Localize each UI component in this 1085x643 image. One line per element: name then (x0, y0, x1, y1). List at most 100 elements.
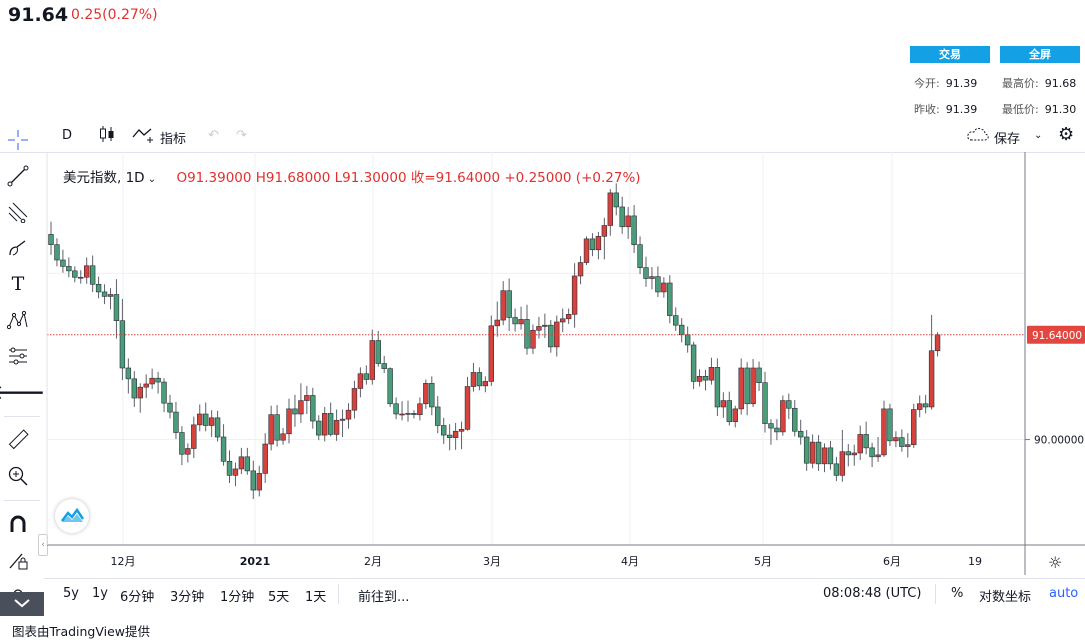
candle (101, 284, 108, 305)
save-button[interactable]: 保存 (994, 132, 1021, 147)
candle-type-icon[interactable] (98, 125, 116, 147)
candle-body (565, 314, 572, 320)
candle (506, 278, 512, 331)
candle (530, 324, 536, 354)
indicators-icon[interactable] (132, 125, 158, 147)
range-6min[interactable]: 6分钟 (120, 590, 155, 605)
brush-icon[interactable] (6, 236, 30, 260)
goto-date-button[interactable]: 前往到... (358, 590, 410, 605)
candle-body (197, 413, 203, 426)
candle (809, 434, 816, 469)
candle-body (339, 418, 346, 421)
candle (369, 329, 375, 385)
candle (435, 396, 441, 434)
candle-body (446, 434, 453, 438)
low-value: 91.30 (1044, 103, 1077, 116)
candle-body (756, 367, 762, 383)
candle (464, 376, 471, 431)
candle (316, 415, 322, 441)
indicators-button[interactable]: 指标 (160, 132, 187, 147)
log-scale-toggle[interactable]: 对数坐标 (979, 590, 1032, 605)
undo-icon[interactable]: ↶ (208, 128, 219, 143)
open-label: 今开: (914, 77, 940, 90)
range-5d[interactable]: 5天 (268, 590, 290, 605)
candle-body (702, 375, 709, 381)
candle (815, 435, 822, 471)
candle (637, 236, 643, 275)
lock-drawing-icon[interactable] (6, 548, 30, 572)
crosshair-icon[interactable] (6, 128, 30, 152)
redo-icon[interactable]: ↷ (236, 128, 247, 143)
candle (786, 393, 792, 420)
range-3min[interactable]: 3分钟 (170, 590, 205, 605)
settings-gear-icon[interactable]: ⚙ (1058, 124, 1075, 145)
fullscreen-button[interactable]: 全屏 (1000, 46, 1080, 63)
candle-body (470, 372, 477, 387)
candle (161, 378, 167, 413)
candle-body (809, 441, 816, 464)
candle-body (869, 447, 875, 458)
candle-body (173, 411, 179, 433)
chart-axes: 12月 2021 2月 3月 4月 5月 6月 19 90.00000 ☼ (46, 152, 1085, 575)
candle-body (351, 388, 358, 411)
candle-body (345, 409, 352, 420)
trade-button[interactable]: 交易 (910, 46, 990, 63)
candle-body (548, 324, 554, 348)
candle-body (316, 420, 322, 436)
clock-time[interactable]: 08:08:48 (UTC) (823, 586, 922, 601)
candle-body (405, 413, 411, 415)
candle (589, 233, 596, 257)
candle (613, 183, 619, 216)
candle-body (369, 340, 375, 380)
prediction-icon[interactable] (6, 344, 30, 368)
x-tick-label: 12月 (111, 555, 136, 568)
range-1d[interactable]: 1天 (305, 590, 327, 605)
candle-body (60, 259, 66, 267)
symbol-label[interactable]: 美元指数, 1D (63, 170, 145, 186)
auto-scale-toggle[interactable]: auto (1049, 586, 1079, 601)
zoom-in-icon[interactable] (6, 464, 30, 488)
percent-toggle[interactable]: % (951, 586, 964, 601)
trend-line-icon[interactable] (6, 164, 30, 188)
candle (601, 217, 608, 260)
candle (916, 395, 923, 418)
collapse-toolbar-button[interactable] (0, 592, 44, 616)
candle-body (673, 315, 679, 326)
stat-high: 最高价: 91.68 (1002, 75, 1076, 91)
candle (399, 401, 405, 421)
candle (60, 249, 66, 273)
last-price-label: 91.64000 (1032, 330, 1082, 342)
ruler-icon[interactable] (6, 428, 30, 452)
pattern-icon[interactable] (6, 308, 30, 332)
x-tick-label: 3月 (483, 555, 501, 568)
magnet-icon[interactable] (6, 512, 30, 536)
ohlc-values: O91.39000 H91.68000 L91.30000 收=91.64000… (176, 170, 641, 186)
candle (500, 281, 506, 326)
candle-body (78, 276, 84, 279)
candle-body (155, 377, 161, 383)
text-tool-icon[interactable]: T (11, 273, 25, 295)
interval-button[interactable]: D (62, 128, 73, 143)
range-5y[interactable]: 5y (63, 586, 79, 601)
tradingview-logo-icon[interactable] (55, 499, 89, 533)
candle (292, 394, 298, 427)
candle (845, 444, 852, 467)
candle-body (887, 408, 893, 442)
range-1min[interactable]: 1分钟 (220, 590, 255, 605)
candle (363, 365, 370, 385)
credit-text[interactable]: 图表由TradingView提供 (12, 624, 151, 639)
cloud-icon[interactable] (966, 126, 990, 146)
candle-body (667, 282, 673, 316)
bottom-divider (935, 584, 936, 604)
candle (119, 298, 126, 381)
chevron-down-icon[interactable]: ⌄ (1034, 130, 1043, 141)
chart-legend: 美元指数, 1D ⌄ O91.39000 H91.68000 L91.30000… (63, 170, 641, 186)
candle (333, 409, 340, 441)
range-1y[interactable]: 1y (92, 586, 108, 601)
candle-body (797, 430, 804, 438)
candle (203, 402, 209, 432)
fib-tool-icon[interactable] (6, 200, 30, 224)
candle-body (821, 447, 828, 465)
candle (571, 263, 578, 328)
